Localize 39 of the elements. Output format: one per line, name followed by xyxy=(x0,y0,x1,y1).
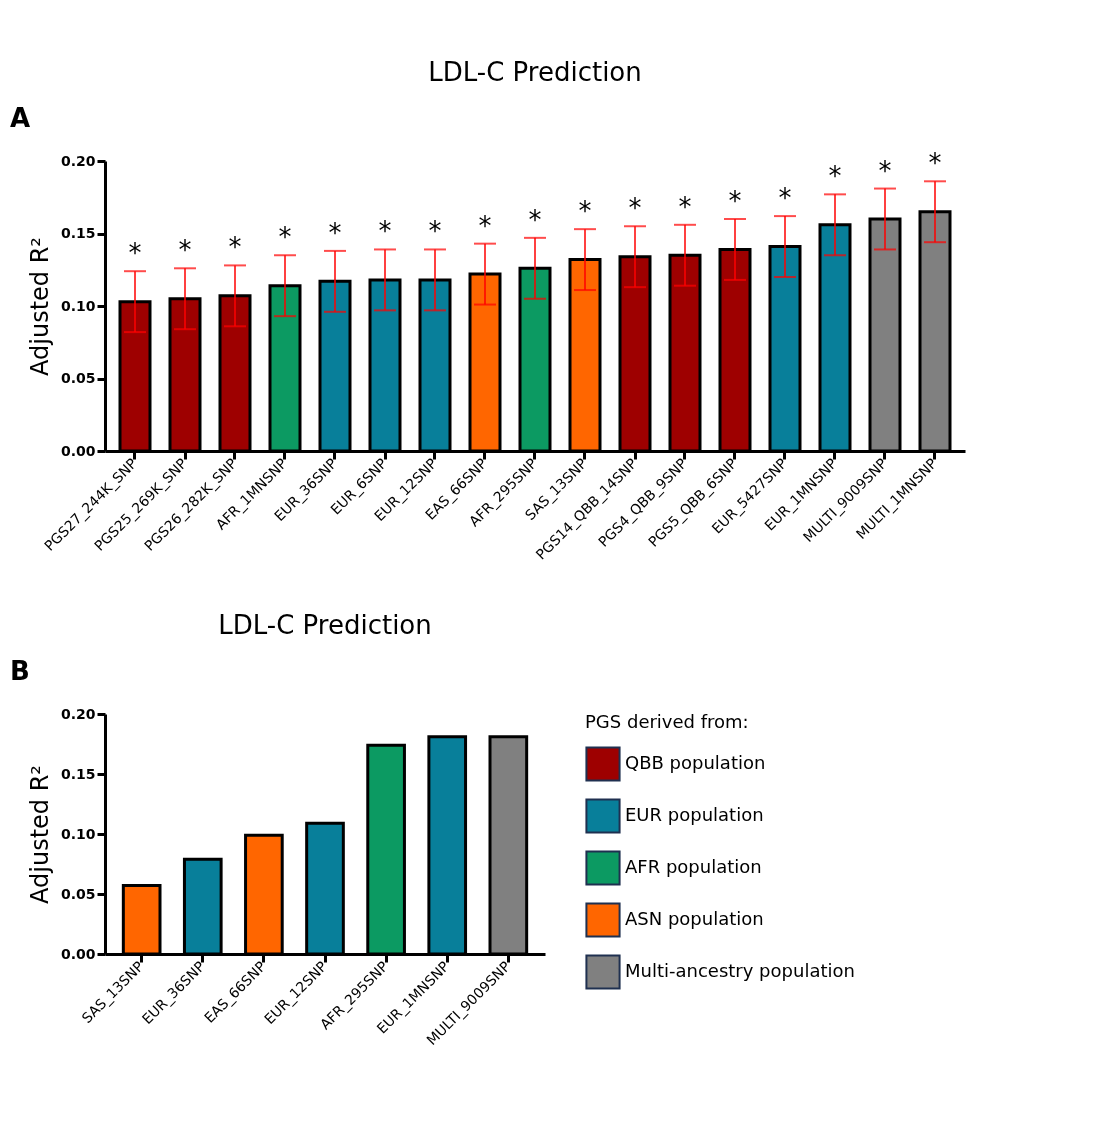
data-label: * xyxy=(528,204,542,235)
y-axis-title: Adjusted R² xyxy=(25,765,54,904)
y-tick-label: 0.20 xyxy=(60,705,96,722)
data-label: * xyxy=(428,216,442,247)
data-label: * xyxy=(778,183,792,214)
data-label: * xyxy=(128,238,142,269)
legend-label: AFR population xyxy=(625,856,762,877)
y-tick-label: 0.05 xyxy=(60,885,96,902)
data-label: * xyxy=(228,232,242,263)
legend-label: ASN population xyxy=(625,908,764,929)
y-tick-label: 0.15 xyxy=(60,765,96,782)
legend-label: EUR population xyxy=(625,804,764,825)
y-tick-label: 0.10 xyxy=(60,825,96,842)
data-label: * xyxy=(678,191,692,222)
legend-label: QBB population xyxy=(625,752,766,773)
y-tick-label: 0.00 xyxy=(60,442,96,459)
y-tick-label: 0.00 xyxy=(60,945,96,962)
data-label: * xyxy=(928,148,942,179)
data-label: * xyxy=(178,235,192,266)
text: B xyxy=(10,656,30,686)
y-tick-label: 0.10 xyxy=(60,297,96,314)
y-tick-label: 0.15 xyxy=(60,225,96,241)
chart-title: LDL-C Prediction xyxy=(218,610,432,640)
data-label: * xyxy=(378,216,392,247)
chart-title: LDL-C Prediction xyxy=(428,57,642,87)
y-axis-title: Adjusted R² xyxy=(25,237,54,376)
data-label: * xyxy=(328,217,342,248)
data-label: * xyxy=(828,161,842,192)
data-label: * xyxy=(878,155,892,186)
legend-label: Multi-ancestry population xyxy=(625,960,855,981)
text: A xyxy=(10,103,31,133)
y-tick-label: 0.20 xyxy=(60,152,96,169)
data-label: * xyxy=(578,196,592,227)
data-label: * xyxy=(278,222,292,253)
data-label: * xyxy=(628,193,642,224)
legend-title: PGS derived from: xyxy=(585,711,749,732)
data-label: * xyxy=(728,186,742,216)
data-label: * xyxy=(478,210,492,241)
y-tick-label: 0.05 xyxy=(60,370,96,386)
